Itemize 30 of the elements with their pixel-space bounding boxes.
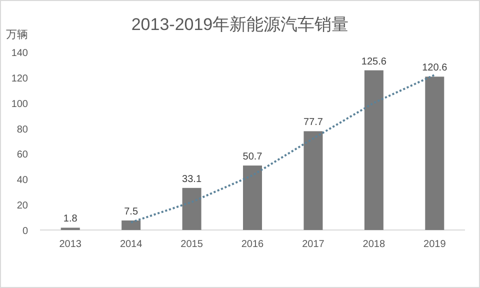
data-label: 50.7	[242, 152, 263, 163]
data-label: 77.7	[303, 117, 324, 128]
data-label: 33.1	[182, 174, 202, 185]
bar	[425, 76, 444, 230]
data-label: 1.8	[63, 214, 78, 225]
y-tick-label: 60	[16, 150, 28, 161]
x-tick-label: 2014	[120, 239, 143, 250]
x-tick-label: 2018	[362, 239, 386, 250]
bar	[304, 131, 323, 230]
bar	[243, 166, 262, 230]
x-tick-label: 2013	[59, 239, 82, 250]
x-tick-label: 2017	[302, 239, 325, 250]
data-label: 125.6	[361, 56, 387, 68]
y-tick-label: 0	[22, 226, 28, 237]
y-tick-label: 140	[11, 48, 28, 59]
y-tick-label: 20	[16, 200, 28, 212]
data-label: 120.6	[422, 62, 448, 74]
x-tick-label: 2019	[424, 239, 446, 250]
y-axis-title: 万辆	[6, 29, 28, 41]
chart-title: 2013-2019年新能源汽车销量	[131, 15, 349, 34]
y-tick-label: 80	[16, 124, 28, 136]
x-tick-label: 2016	[241, 239, 264, 250]
bar	[122, 220, 141, 230]
bar	[364, 70, 384, 230]
data-label: 7.5	[124, 206, 138, 218]
y-tick-label: 120	[11, 73, 28, 84]
bar	[182, 188, 202, 230]
y-tick-label: 40	[16, 175, 28, 186]
x-tick-label: 2015	[180, 239, 204, 250]
y-tick-label: 100	[11, 98, 28, 110]
